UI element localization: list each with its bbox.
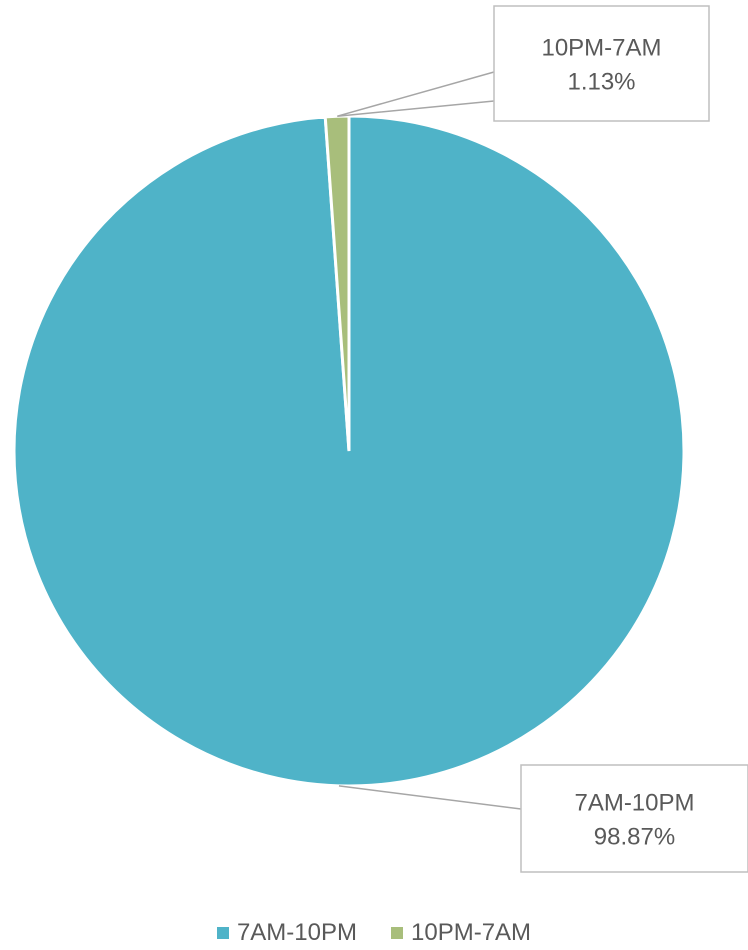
data-label-percent: 1.13% bbox=[567, 69, 635, 96]
pie-slice-10pm-7am[interactable] bbox=[323, 114, 351, 452]
legend: 7AM-10PM 10PM-7AM bbox=[0, 916, 748, 950]
pie-slices bbox=[12, 114, 686, 788]
legend-item-10pm-7am[interactable]: 10PM-7AM bbox=[391, 919, 531, 947]
leader-line bbox=[337, 71, 495, 117]
leader-line bbox=[338, 785, 522, 810]
data-label-7am-10pm: 7AM-10PM 98.87% bbox=[338, 764, 748, 873]
data-label-percent: 98.87% bbox=[594, 824, 675, 851]
legend-swatch bbox=[216, 927, 229, 939]
data-label-category: 10PM-7AM bbox=[541, 35, 661, 62]
data-label-10pm-7am: 10PM-7AM 1.13% bbox=[337, 5, 710, 122]
legend-swatch bbox=[391, 927, 403, 939]
data-label-category: 7AM-10PM bbox=[574, 790, 694, 817]
callout-box bbox=[520, 764, 748, 873]
callout-box bbox=[493, 5, 710, 122]
data-labels: 7AM-10PM 98.87% 10PM-7AM 1.13% bbox=[337, 5, 748, 873]
legend-label: 7AM-10PM bbox=[236, 919, 357, 946]
legend-label: 10PM-7AM bbox=[411, 919, 532, 946]
legend-item-7am-10pm[interactable]: 7AM-10PM bbox=[216, 919, 357, 947]
